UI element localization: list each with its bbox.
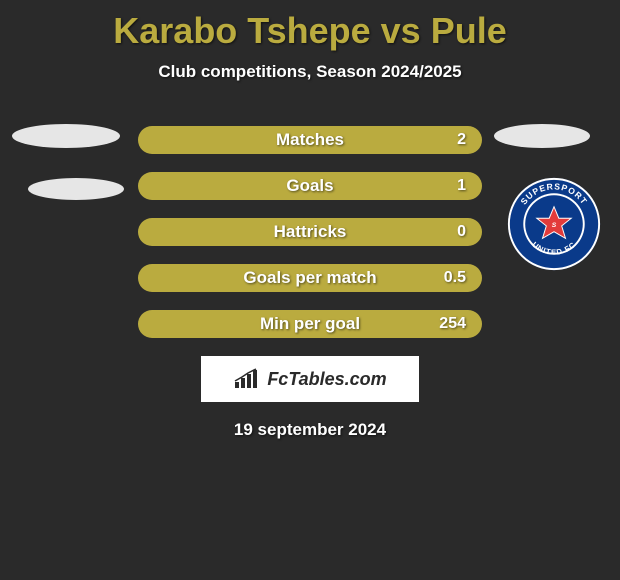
stat-label: Matches <box>276 130 344 150</box>
stat-row: Goals per match 0.5 <box>138 264 482 292</box>
branding-text: FcTables.com <box>267 369 386 390</box>
stat-row: Min per goal 254 <box>138 310 482 338</box>
stat-label: Min per goal <box>260 314 360 334</box>
placeholder-ellipse <box>12 124 120 148</box>
svg-text:S: S <box>552 222 557 229</box>
date-text: 19 september 2024 <box>0 420 620 440</box>
placeholder-ellipse <box>494 124 590 148</box>
stat-row: Hattricks 0 <box>138 218 482 246</box>
stat-value: 1 <box>457 177 466 195</box>
stat-value: 254 <box>439 315 466 333</box>
club-badge-icon: SUPERSPORT UNITED FC S <box>506 176 602 272</box>
branding-box: FcTables.com <box>201 356 419 402</box>
page-title: Karabo Tshepe vs Pule <box>0 6 620 62</box>
right-player-placeholder <box>494 124 590 148</box>
stat-row: Matches 2 <box>138 126 482 154</box>
stat-value: 0.5 <box>444 269 466 287</box>
stat-value: 2 <box>457 131 466 149</box>
left-player-placeholder <box>6 124 126 230</box>
placeholder-ellipse <box>28 178 124 200</box>
stats-comparison: Matches 2 Goals 1 Hattricks 0 Goals per … <box>138 126 482 338</box>
subtitle: Club competitions, Season 2024/2025 <box>0 62 620 82</box>
stat-label: Goals per match <box>243 268 376 288</box>
stat-value: 0 <box>457 223 466 241</box>
branding-chart-icon <box>233 368 261 390</box>
stat-label: Goals <box>286 176 333 196</box>
club-badge-supersport: SUPERSPORT UNITED FC S <box>506 176 602 272</box>
stat-row: Goals 1 <box>138 172 482 200</box>
stat-label: Hattricks <box>274 222 347 242</box>
